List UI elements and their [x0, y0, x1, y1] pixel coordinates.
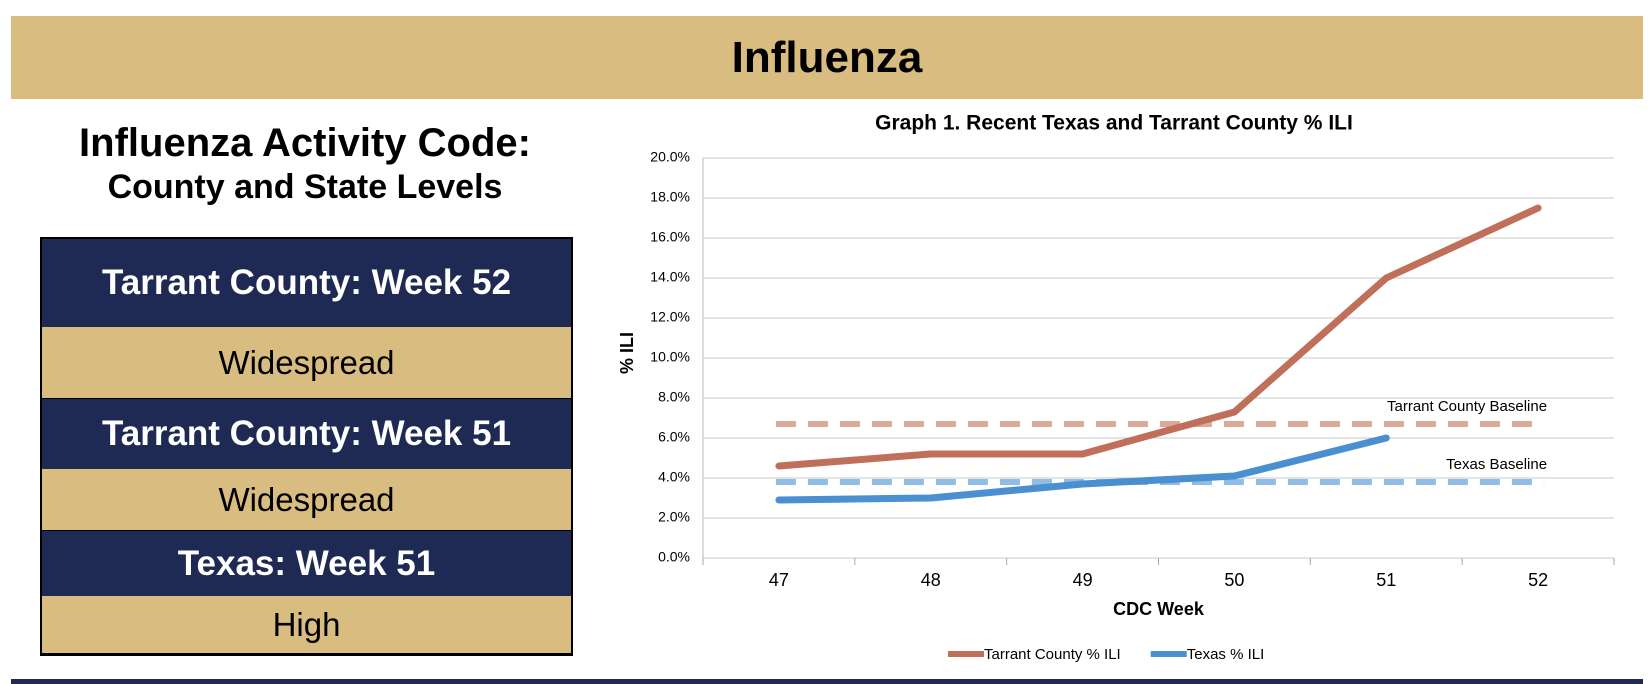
- row-level: Widespread: [42, 327, 571, 399]
- y-tick-label: 10.0%: [650, 349, 690, 365]
- x-tick-label: 48: [921, 570, 941, 590]
- y-tick-label: 14.0%: [650, 269, 690, 285]
- y-tick-label: 6.0%: [658, 429, 690, 445]
- baseline-label: Tarrant County Baseline: [1387, 398, 1547, 415]
- y-tick-label: 12.0%: [650, 309, 690, 325]
- series-line: [775, 434, 1390, 504]
- activity-subtitle: County and State Levels: [107, 168, 503, 206]
- y-tick-label: 8.0%: [658, 389, 690, 405]
- row-level: Widespread: [42, 469, 571, 531]
- row-heading: Tarrant County: Week 52: [42, 239, 571, 327]
- y-tick-label: 16.0%: [650, 229, 690, 245]
- y-tick-label: 18.0%: [650, 189, 690, 205]
- y-tick-label: 0.0%: [658, 549, 690, 565]
- activity-table: Tarrant County: Week 52 Widespread Tarrant…: [40, 237, 573, 656]
- row-heading: Tarrant County: Week 51: [42, 399, 571, 469]
- activity-panel: Influenza Activity Code: County and Stat…: [0, 120, 610, 208]
- y-axis-label: % ILI: [617, 332, 637, 374]
- x-tick-label: 51: [1376, 570, 1396, 590]
- series-line: [775, 204, 1542, 470]
- x-tick-label: 49: [1073, 570, 1093, 590]
- row-heading: Texas: Week 51: [42, 531, 571, 596]
- x-axis-label: CDC Week: [1113, 599, 1205, 619]
- chart-title: Graph 1. Recent Texas and Tarrant County…: [875, 112, 1353, 135]
- y-tick-label: 4.0%: [658, 469, 690, 485]
- footer-band: [11, 679, 1643, 684]
- baseline-label: Texas Baseline: [1446, 456, 1547, 473]
- x-tick-label: 52: [1528, 570, 1548, 590]
- x-tick-label: 50: [1224, 570, 1244, 590]
- x-tick-label: 47: [769, 570, 789, 590]
- y-tick-label: 2.0%: [658, 509, 690, 525]
- y-tick-label: 20.0%: [650, 149, 690, 165]
- header: Influenza: [11, 16, 1643, 99]
- activity-title: Influenza Activity Code:: [79, 121, 531, 165]
- row-level: High: [42, 596, 571, 654]
- legend-label: Tarrant County % ILI: [984, 646, 1121, 663]
- legend-label: Texas % ILI: [1187, 646, 1265, 663]
